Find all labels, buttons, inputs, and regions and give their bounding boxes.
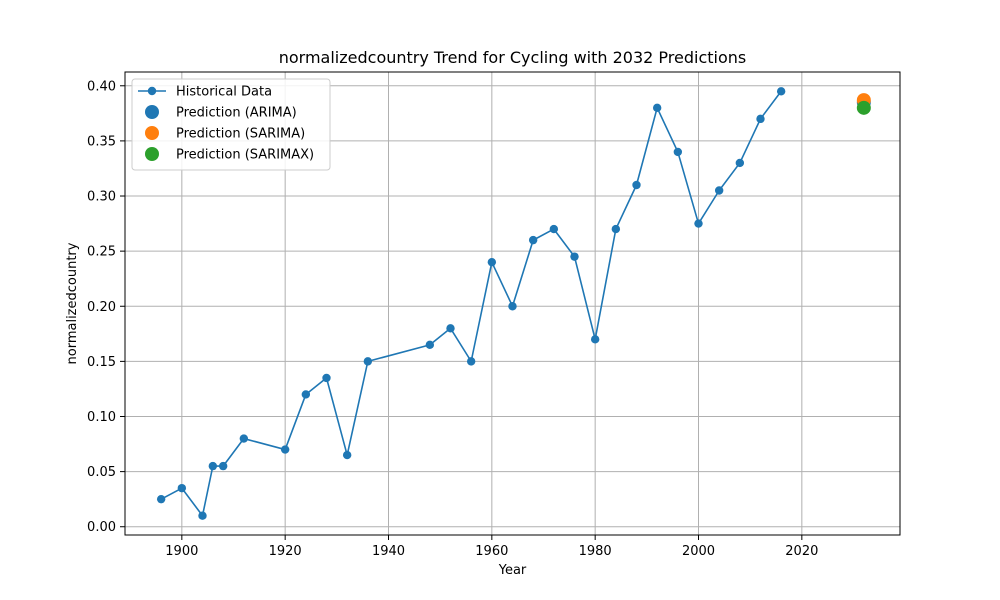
historical-data-point (673, 147, 683, 157)
legend-label-historical-data: Historical Data (176, 85, 272, 100)
y-tick-label: 0.15 (87, 355, 116, 370)
grid-lines (125, 72, 900, 535)
legend-marker-swatch (145, 126, 159, 140)
historical-data-point (177, 483, 187, 493)
y-axis-label: normalizedcountry (65, 242, 80, 364)
y-tick-label: 0.25 (87, 245, 116, 260)
historical-data-point (570, 252, 579, 261)
historical-data-point (528, 235, 538, 245)
legend-label-prediction-sarima: Prediction (SARIMA) (176, 127, 305, 142)
y-tick-label: 0.30 (87, 190, 116, 205)
x-tick-label: 2020 (785, 544, 818, 559)
x-tick-label: 1920 (269, 544, 302, 559)
x-tick-label: 2000 (682, 544, 715, 559)
axes: 1900 1920 1940 1960 1980 2000 2020 0.00 0.05 0.10… (87, 79, 818, 559)
legend-label-prediction-arima: Prediction (ARIMA) (176, 106, 297, 121)
historical-data-point (714, 186, 724, 195)
plot-area-frame (124, 71, 901, 536)
legend-box (131, 78, 331, 171)
historical-data-point (218, 461, 228, 471)
legend-label-prediction-sarimax: Prediction (SARIMAX) (176, 148, 314, 163)
historical-data-point (198, 511, 207, 520)
historical-data-point (208, 461, 218, 471)
plot-series (156, 87, 871, 520)
y-tick-label: 0.35 (87, 134, 116, 149)
y-tick-label: 0.00 (87, 520, 116, 535)
historical-data-point (632, 180, 641, 190)
historical-data-point (425, 340, 435, 350)
historical-data-point (446, 324, 455, 333)
y-tick-label: 0.40 (87, 79, 116, 94)
x-axis-label: Year (498, 563, 527, 578)
historical-data-point (487, 257, 497, 267)
historical-data-point (280, 445, 290, 454)
x-tick-label: 1980 (579, 544, 612, 559)
y-tick-label: 0.10 (87, 410, 116, 425)
chart-title: normalizedcountry Trend for Cycling with… (279, 48, 747, 67)
historical-data-point (652, 103, 662, 113)
historical-data-point (549, 224, 559, 234)
y-tick-label: 0.05 (87, 465, 116, 480)
x-tick-label: 1900 (165, 544, 198, 559)
x-tick-label: 1940 (372, 544, 405, 559)
historical-data-point (156, 494, 166, 504)
y-tick-label: 0.20 (87, 300, 116, 315)
historical-data-point (756, 114, 765, 124)
legend: Historical Data Prediction (ARIMA) Predict… (131, 78, 331, 171)
historical-data-point (301, 390, 311, 399)
historical-data-point (508, 302, 517, 311)
historical-data-point (322, 373, 331, 383)
historical-data-point (611, 224, 621, 234)
legend-marker-swatch (145, 147, 159, 161)
historical-data-point (466, 357, 476, 366)
historical-data-point (776, 87, 786, 96)
historical-data-point (694, 219, 703, 228)
legend-marker-swatch (145, 105, 159, 119)
historical-data-point (342, 450, 352, 460)
historical-data-point (239, 434, 249, 443)
prediction-sarimax-point (856, 100, 871, 115)
historical-data-point (363, 357, 373, 366)
legend-marker-swatch (147, 86, 157, 96)
x-tick-label: 1960 (475, 544, 508, 559)
historical-data-point (735, 158, 745, 168)
historical-data-point (590, 335, 600, 344)
